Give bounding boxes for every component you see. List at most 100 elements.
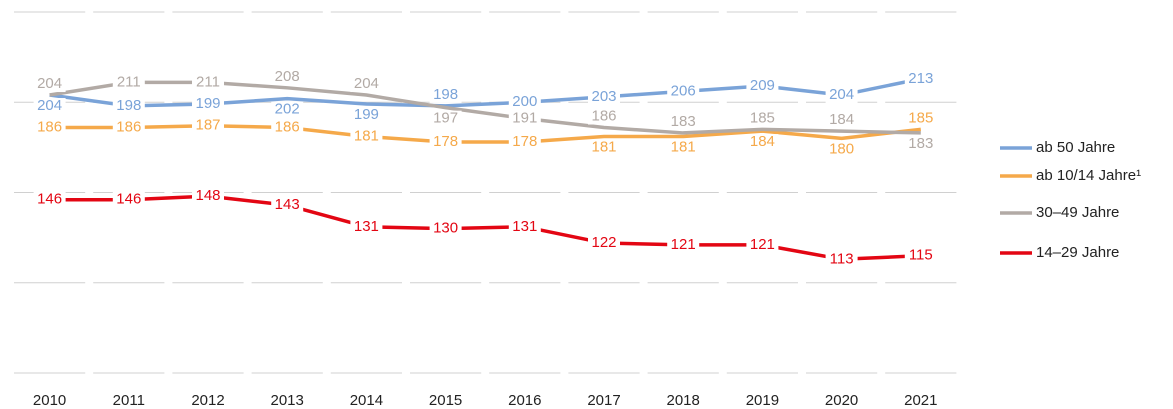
label-bg <box>33 76 66 93</box>
label-bg <box>429 220 462 237</box>
x-tick-label: 2021 <box>904 392 937 409</box>
series-line <box>49 123 921 144</box>
legend-label: 30–49 Jahre <box>1036 204 1119 221</box>
label-bg <box>667 83 700 100</box>
label-bg <box>33 119 66 136</box>
data-label: 146 <box>37 191 62 208</box>
label-bg <box>746 78 779 95</box>
series-line <box>49 194 921 262</box>
data-label: 203 <box>591 88 616 105</box>
label-bg <box>192 96 224 113</box>
data-label: 148 <box>195 187 220 204</box>
data-label: 204 <box>37 75 62 92</box>
legend-label: 14–29 Jahre <box>1036 244 1119 261</box>
data-label: 186 <box>275 118 300 135</box>
x-tick-label: 2017 <box>587 392 620 409</box>
data-label: 200 <box>512 93 537 110</box>
data-label: 202 <box>275 101 300 118</box>
data-label: 204 <box>829 86 854 103</box>
data-label: 180 <box>829 140 854 157</box>
data-label: 131 <box>512 218 537 235</box>
label-bg <box>429 133 462 150</box>
label-bg <box>508 94 541 111</box>
data-label: 204 <box>354 75 379 92</box>
legend-label: ab 50 Jahre <box>1036 139 1115 156</box>
data-label: 198 <box>116 97 141 114</box>
data-label: 199 <box>195 95 220 112</box>
label-bg <box>508 218 541 235</box>
data-label: 185 <box>908 109 933 126</box>
data-label: 183 <box>908 135 933 152</box>
data-label: 178 <box>512 133 537 150</box>
x-tick-label: 2012 <box>191 392 224 409</box>
data-label: 199 <box>354 106 379 123</box>
data-label: 204 <box>37 97 62 114</box>
label-bg <box>667 236 700 253</box>
label-bg <box>825 87 858 104</box>
label-bg <box>667 113 700 130</box>
label-bg <box>746 110 779 127</box>
label-bg <box>112 97 145 114</box>
data-label: 209 <box>750 77 775 94</box>
label-bg <box>33 98 66 115</box>
label-bg <box>429 110 462 127</box>
data-label: 178 <box>433 133 458 150</box>
label-bg <box>112 119 145 136</box>
data-label: 208 <box>275 68 300 85</box>
x-tick-label: 2019 <box>746 392 779 409</box>
label-bg <box>825 251 858 268</box>
label-bg <box>508 110 541 127</box>
data-label: 121 <box>750 236 775 253</box>
label-bg <box>588 235 620 252</box>
label-bg <box>904 247 937 264</box>
data-label: 181 <box>671 139 696 156</box>
x-tick-label: 2011 <box>113 392 145 409</box>
label-bg <box>350 76 383 93</box>
label-bg <box>588 139 620 156</box>
data-label: 184 <box>750 133 775 150</box>
label-bg <box>192 188 224 205</box>
label-bg <box>350 107 383 124</box>
label-bg <box>825 141 858 158</box>
data-label: 131 <box>354 218 379 235</box>
x-tick-label: 2020 <box>825 392 858 409</box>
label-bg <box>825 112 858 129</box>
legend-label: ab 10/14 Jahre¹ <box>1036 167 1141 184</box>
x-tick-label: 2018 <box>667 392 700 409</box>
label-bg <box>588 108 620 125</box>
data-label: 191 <box>512 109 537 126</box>
label-bg <box>667 139 700 156</box>
data-label: 181 <box>591 139 616 156</box>
data-label: 181 <box>354 128 379 145</box>
label-bg <box>746 236 779 253</box>
label-bg <box>508 133 541 150</box>
data-label: 122 <box>591 234 616 251</box>
x-tick-label: 2014 <box>350 392 383 409</box>
label-bg <box>192 74 224 91</box>
data-label: 211 <box>196 73 220 90</box>
data-label: 184 <box>829 111 854 128</box>
data-label: 187 <box>195 117 220 134</box>
data-label: 186 <box>37 118 62 135</box>
label-bg <box>350 128 383 145</box>
x-tick-label: 2010 <box>33 392 66 409</box>
data-label: 197 <box>433 110 458 127</box>
data-label: 185 <box>750 109 775 126</box>
label-bg <box>904 110 937 127</box>
x-tick-label: 2016 <box>508 392 541 409</box>
label-bg <box>350 218 383 235</box>
data-label: 186 <box>591 107 616 124</box>
data-label: 121 <box>671 236 696 253</box>
data-label: 115 <box>909 247 933 264</box>
data-label: 143 <box>275 196 300 213</box>
label-bg <box>904 70 937 87</box>
data-label: 198 <box>433 86 458 103</box>
label-bg <box>904 135 937 152</box>
data-label: 211 <box>117 73 141 90</box>
label-bg <box>588 88 620 105</box>
x-tick-label: 2015 <box>429 392 462 409</box>
label-bg <box>33 191 66 208</box>
label-bg <box>271 68 304 85</box>
data-label: 213 <box>908 70 933 87</box>
